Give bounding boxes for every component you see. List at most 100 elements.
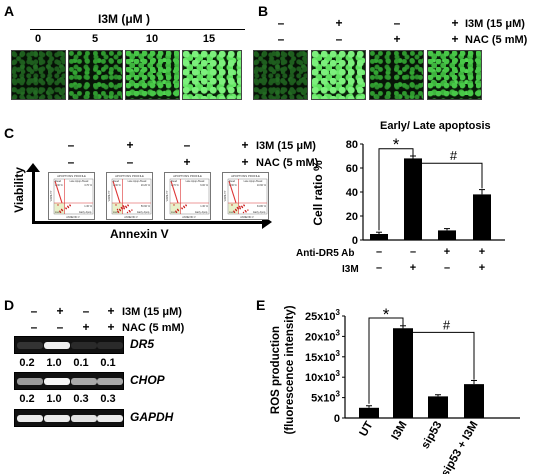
panel-label-c: C xyxy=(4,125,15,141)
chart-c-sig-bracket-hash xyxy=(412,156,483,189)
c-nac-label: NAC (5 mM) xyxy=(256,157,319,169)
chart-e-ytick-label: 15x103 xyxy=(305,349,341,364)
flow-y-label: Viability xyxy=(12,167,26,213)
gel-gapdh xyxy=(14,409,124,427)
flow-event xyxy=(125,205,127,207)
flow-event xyxy=(183,205,185,207)
chart-e-ytick-label: 25x103 xyxy=(305,308,341,323)
flow-diag-line xyxy=(228,180,237,204)
chart-e-ylabel: (fluorescence intensity) xyxy=(284,305,296,434)
dr5-value-2: 1.0 xyxy=(46,357,62,369)
flow-event xyxy=(60,208,63,211)
flow-inner-ylabel: VIABILITY xyxy=(108,190,111,201)
flow-event xyxy=(65,207,67,209)
flow-x-arrow xyxy=(32,221,264,224)
c-i3m-sign-1: – xyxy=(67,138,75,152)
flow-title: APOPTOSIS PROFILE xyxy=(173,174,202,178)
chart-c-ytick-label: 20 xyxy=(346,211,358,223)
flow-event xyxy=(242,211,245,214)
flow-event xyxy=(181,207,183,209)
flow-q-live: Live xyxy=(171,211,176,214)
gel-gapdh-band-1 xyxy=(17,415,43,422)
flow-frame xyxy=(227,178,268,215)
flow-event xyxy=(67,205,69,207)
chop-value-3: 0.3 xyxy=(73,393,89,405)
flow-event xyxy=(247,209,249,211)
d-i3m-sign-4: + xyxy=(107,304,115,318)
flow-live-gate xyxy=(112,203,123,214)
gel-gapdh-band-3 xyxy=(71,415,97,422)
flow-q-dead: Dead xyxy=(113,180,120,183)
chart-e-sig-star: * xyxy=(383,305,390,324)
chart-e-ytick-label: 0 xyxy=(334,413,340,425)
flow-br-pct: 50.60 % xyxy=(141,205,151,208)
gel-chop-band-4 xyxy=(97,378,123,385)
gel-chop-band-2 xyxy=(44,378,70,385)
flow-plot-1: APOPTOSIS PROFILE Dead Late Apop./Dead 1.30… xyxy=(48,172,95,220)
c-antidr5-sign-2: – xyxy=(409,246,417,258)
c-i3m-sign-3: – xyxy=(183,138,191,152)
flow-live-gate xyxy=(170,203,181,214)
chart-e-bar xyxy=(393,328,413,418)
c-antidr5-sign-1: – xyxy=(375,246,383,258)
chart-c-sig-bracket-star xyxy=(378,148,414,231)
d-i3m-label: I3M (15 μM) xyxy=(122,306,182,318)
panel-label-e: E xyxy=(256,297,266,313)
flow-title: APOPTOSIS PROFILE xyxy=(231,174,260,178)
flow-live-gate xyxy=(54,203,65,214)
flow-event xyxy=(128,210,130,212)
gel-dr5-band-2 xyxy=(44,342,70,349)
flow-tl-pct: 0.30 % xyxy=(229,184,238,187)
flow-plot-2: APOPTOSIS PROFILE Dead Late Apop./Dead 1.30… xyxy=(106,172,153,220)
flow-br-pct: 34.80 % xyxy=(257,205,267,208)
panel-a-header-line xyxy=(30,29,245,30)
gel-dr5 xyxy=(14,336,124,354)
d-nac-label: NAC (5 mM) xyxy=(122,322,185,334)
micrograph-a-10 xyxy=(125,50,180,100)
conc-label-5: 5 xyxy=(91,33,99,45)
flow-q-late: Late Apop./Dead xyxy=(244,180,263,183)
flow-inner-ylabel: VIABILITY xyxy=(166,190,169,201)
c-i3m-axis-sign-4: + xyxy=(478,262,486,274)
c-nac-sign-3: + xyxy=(183,155,191,169)
flow-plot-4: APOPTOSIS PROFILE Dead Late Apop./Dead 0.30… xyxy=(222,172,269,220)
c-i3m-axis-sign-3: – xyxy=(443,262,451,274)
gene-label-chop: CHOP xyxy=(130,373,165,387)
flow-plot-3: APOPTOSIS PROFILE Dead Late Apop./Dead 1.70… xyxy=(164,172,211,220)
flow-event xyxy=(116,208,119,211)
flow-y-arrow xyxy=(32,168,35,223)
c-i3m-sign-4: + xyxy=(241,138,249,152)
flow-event xyxy=(59,210,61,212)
chart-e-ylabel: ROS production xyxy=(270,326,282,414)
gel-dr5-band-3 xyxy=(71,342,97,349)
gel-chop-band-1 xyxy=(17,378,43,385)
c-antidr5-sign-4: + xyxy=(478,246,486,258)
conc-label-0: 0 xyxy=(34,33,42,45)
gene-label-dr5: DR5 xyxy=(130,337,155,351)
flow-title: APOPTOSIS PROFILE xyxy=(57,174,86,178)
chart-c: 0 20 40 60 80 Cell ratio % * # xyxy=(311,135,505,247)
flow-event xyxy=(69,204,71,206)
b-nac-sign-2: – xyxy=(335,32,343,46)
flow-tl-pct: 1.30 % xyxy=(55,184,64,187)
flow-event xyxy=(122,205,124,207)
flow-event xyxy=(233,210,235,212)
chart-e-category-label: sip53 xyxy=(419,420,444,451)
flow-event xyxy=(120,206,123,209)
micrograph-b-1 xyxy=(253,50,308,100)
flow-tr-pct: 3.70 % xyxy=(84,184,93,187)
flow-inner-xlabel: ANNEXIN V xyxy=(66,216,80,219)
c-nac-sign-2: – xyxy=(126,155,134,169)
micrograph-b-4 xyxy=(427,50,482,100)
flow-inner-ylabel: VIABILITY xyxy=(50,190,53,201)
flow-tr-pct: 10.60 % xyxy=(257,184,267,187)
d-nac-sign-4: + xyxy=(107,320,115,334)
flow-inner-xlabel: ANNEXIN V xyxy=(240,216,254,219)
chop-value-1: 0.2 xyxy=(19,393,35,405)
flow-frame xyxy=(111,178,152,215)
flow-inner-ylabel: VIABILITY xyxy=(224,190,227,201)
flow-event xyxy=(57,204,59,206)
dr5-value-3: 0.1 xyxy=(73,357,89,369)
micrograph-b-3 xyxy=(369,50,424,100)
d-i3m-sign-3: – xyxy=(82,304,90,318)
